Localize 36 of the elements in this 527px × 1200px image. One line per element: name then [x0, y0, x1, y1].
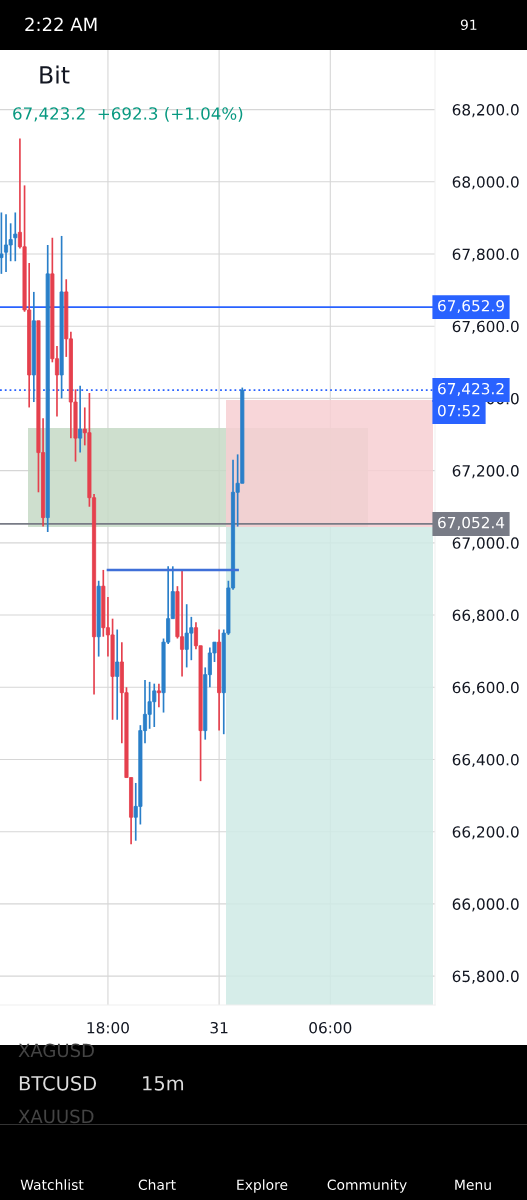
y-tick-label: 66,000.0 — [452, 898, 519, 912]
text: Chart — [138, 1179, 176, 1191]
candlestick — [0, 211, 4, 275]
text: Menu — [455, 1179, 491, 1191]
y-tick-label: 65,800.0 — [452, 970, 519, 984]
y-tick-label: 66,400.0 — [452, 753, 519, 768]
x-tick-label: 18:00 — [87, 1021, 129, 1034]
x-tick-label: 06:00 — [309, 1021, 352, 1034]
y-tick-label: 67,200.0 — [452, 465, 519, 479]
text: 67,423.2 +692.3 (+1.04%) — [13, 106, 243, 122]
text: Watchlist — [20, 1179, 84, 1191]
y-tick-label: 67,000.0 — [452, 537, 519, 551]
text: 15m — [143, 1076, 184, 1091]
text: 07:52 — [438, 404, 480, 417]
text: BTCUSD — [19, 1075, 97, 1091]
text: Bit — [40, 65, 70, 84]
text: 91 — [460, 19, 477, 31]
text: 2:22 AM — [25, 17, 97, 31]
x-tick-label: 31 — [210, 1021, 228, 1034]
y-tick-label: 67,600.0 — [452, 320, 519, 334]
y-tick-label: 66,200.0 — [452, 826, 519, 840]
y-tick-label: 68,200.0 — [452, 104, 519, 118]
y-tick-label: 67,800.0 — [452, 248, 519, 262]
text: XAGUSD — [18, 1043, 94, 1058]
ref-line-label: 67,052.4 — [438, 516, 505, 530]
y-tick-label: 68,000.0 — [452, 176, 519, 190]
text: XAUUSD — [18, 1109, 94, 1124]
candlestick — [78, 384, 83, 454]
candlestick — [156, 682, 161, 708]
ref-line-label: 67,652.9 — [438, 299, 504, 314]
y-tick-label: 66,800.0 — [452, 609, 519, 623]
text: Explore — [237, 1179, 288, 1193]
candlestick — [3, 213, 9, 273]
candlestick — [115, 628, 120, 721]
y-tick-label: 66,600.0 — [452, 681, 519, 695]
text: Community — [327, 1179, 407, 1193]
